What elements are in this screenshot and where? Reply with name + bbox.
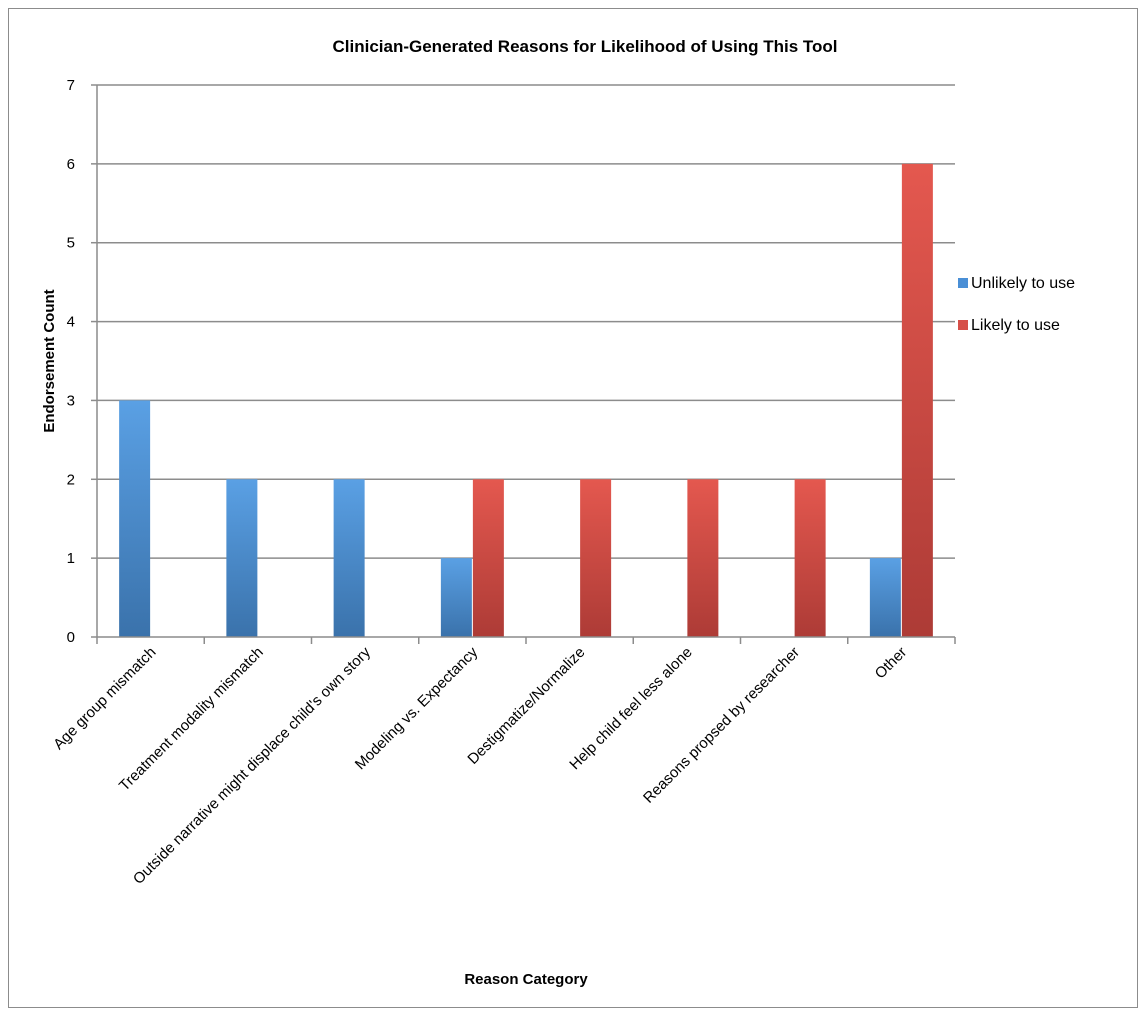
legend-swatch-unlikely: [958, 278, 968, 288]
y-tick-label: 5: [67, 235, 75, 252]
y-axis-title: Endorsement Count: [41, 289, 58, 432]
bar-likely-3: [472, 479, 504, 637]
bar-unlikely-1: [226, 479, 258, 637]
legend-label-likely: Likely to use: [971, 317, 1060, 334]
gridlines: [97, 84, 955, 559]
bar-unlikely-7: [869, 558, 901, 637]
bar-likely-7: [901, 163, 933, 637]
bar-likely-4: [580, 479, 612, 637]
chart-frame: [8, 8, 1138, 1008]
y-tick-label: 6: [67, 156, 75, 173]
legend-swatch-likely: [958, 320, 968, 330]
legend-label-unlikely: Unlikely to use: [971, 275, 1075, 292]
x-tick-label: Other: [872, 644, 911, 683]
legend: Unlikely to use Likely to use: [958, 275, 1075, 334]
y-tick-label: 7: [67, 77, 75, 94]
bar-unlikely-3: [440, 558, 472, 637]
y-tick-label: 4: [67, 314, 75, 331]
x-axis-title: Reason Category: [464, 971, 588, 988]
y-tick-label: 3: [67, 392, 75, 409]
y-tick-label: 1: [67, 550, 75, 567]
chart-title: Clinician-Generated Reasons for Likeliho…: [332, 37, 837, 56]
bar-unlikely-0: [119, 400, 151, 637]
x-tick-label: Modeling vs. Expectancy: [352, 643, 482, 773]
x-tick-label: Destigmatize/Normalize: [464, 644, 588, 768]
y-tick-label: 2: [67, 471, 75, 488]
x-tick-label: Help child feel less alone: [566, 644, 695, 773]
x-tick-label: Age group mismatch: [50, 644, 159, 753]
bars: [119, 163, 933, 637]
bar-likely-6: [794, 479, 826, 637]
bar-likely-5: [687, 479, 719, 637]
x-tick-label: Outside narrative might displace child's…: [130, 643, 374, 887]
bar-unlikely-2: [333, 479, 365, 637]
y-tick-label: 0: [67, 629, 75, 646]
